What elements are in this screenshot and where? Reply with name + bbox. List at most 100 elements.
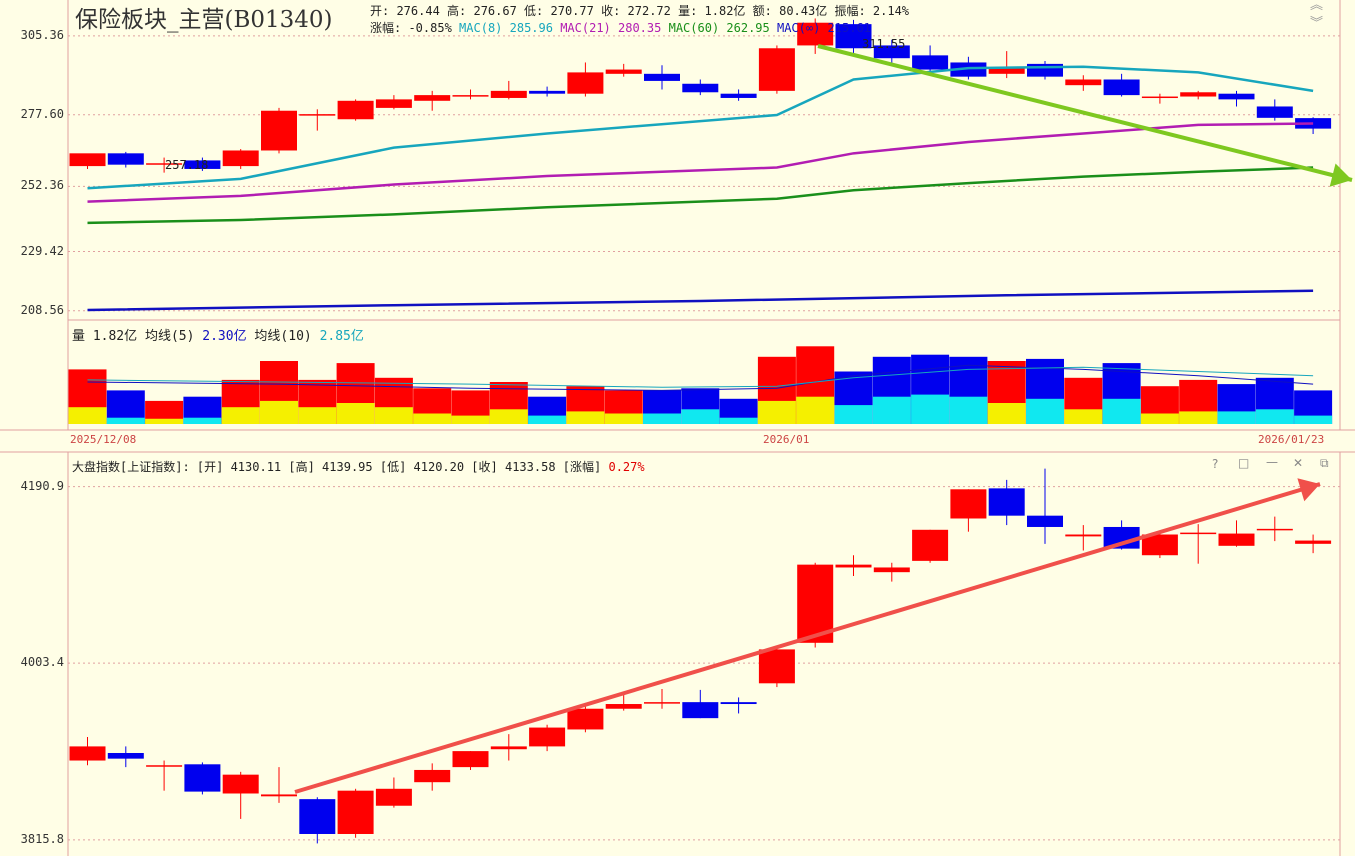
volume-bar-inner [1140,413,1179,424]
minimize-icon[interactable]: — [1266,455,1278,469]
index-candle-body [375,788,412,806]
sector-candle-body [490,90,527,98]
index-candle-body [1218,533,1255,546]
y-tick-label: 208.56 [20,302,64,317]
index-candle-body [644,702,680,704]
volume-bar-inner [566,411,605,424]
index-candle-body [337,790,374,834]
index-candle-body [222,774,259,794]
ma-line [87,289,1314,312]
ohlc-readout: 开: 276.44 高: 276.67 低: 270.77 收: 272.72 … [370,4,910,18]
sector-candle-body [1065,79,1102,86]
chart-title: 保险板块_主营(B01340) [75,7,333,33]
y-tick-label: 277.60 [20,106,64,121]
volume-bar-inner [604,413,643,424]
volume-bar-inner [681,409,720,424]
index-candle-body [1295,540,1332,544]
volume-ma10: 2.85亿 [319,329,364,344]
volume-bar-inner [1026,398,1064,424]
close-icon[interactable]: ✕ [1293,456,1304,470]
index-ohlc: 大盘指数[上证指数]: [开] 4130.11 [高] 4139.95 [低] … [72,460,602,474]
volume-bar-inner [260,400,298,424]
sector-candle-body [375,99,412,108]
uptrend-arrow-shaft [294,482,1321,794]
uptrend-arrow-head [1297,478,1320,502]
ma-readout: 涨幅: -0.85% MAC(8) 285.96 MAC(21) 280.35 … [370,19,871,36]
index-candle-body [1256,528,1293,531]
sector-candle-body [1103,79,1140,96]
sector-candle-body [107,153,144,165]
volume-bar-inner [757,400,796,424]
low-annotation: 257.18 [165,158,209,172]
y-tick-label: 3815.8 [20,831,64,846]
index-candle-body [299,799,336,834]
y-tick-label: 229.42 [20,243,64,258]
volume-bar-inner [1064,409,1103,424]
volume-bar-inner [1255,409,1294,424]
high-annotation: 311.55 [862,37,906,51]
index-candle-body [835,564,872,568]
volume-bar-inner [413,413,452,424]
sector-candle-body [950,62,987,77]
restore-icon[interactable]: □ [1238,456,1250,470]
volume-bar-inner [298,407,337,424]
volume-bar-inner [68,407,107,424]
sector-candle-body [758,48,795,91]
y-tick-label: 252.36 [20,178,64,193]
index-candle-body [720,702,757,705]
sector-candle-body [184,160,221,169]
volume-bar-inner [1217,411,1256,424]
volume-bar-inner [489,409,528,424]
sector-candle-body [222,150,259,167]
sector-candle-body [529,90,566,94]
index-candle-body [1065,534,1102,537]
volume-bar-inner [221,407,260,424]
volume-bar-inner [1179,411,1218,424]
volume-bar-inner [911,394,950,424]
volume-bar-inner [374,407,413,424]
volume-bar-inner [528,415,567,424]
index-candle-body [950,489,987,519]
sector-candle-body [1141,96,1178,99]
expand-icon[interactable]: ⧉ [1320,456,1329,470]
ma-line [87,122,1314,203]
volume-readout: 量 1.82亿 均线(5) 2.30亿 均线(10) 2.85亿 [72,325,364,344]
index-candle-body [797,564,834,643]
index-candle-body [452,751,489,768]
volume-bar-inner [643,413,681,424]
index-candle-body [261,794,297,797]
index-candle-body [605,704,642,709]
index-candle-body [1180,532,1217,535]
index-candle-body [107,752,144,759]
sector-candle-body [299,114,336,116]
volume-bar-inner [719,417,758,424]
index-readout: 大盘指数[上证指数]: [开] 4130.11 [高] 4139.95 [低] … [72,458,645,475]
index-candle-body [682,702,719,719]
downtrend-arrow-head [1329,163,1352,187]
volume-bar-inner [145,418,184,424]
index-candle-body [529,727,566,747]
sector-candle-body [1256,106,1293,118]
volume-bar-inner [796,396,835,424]
volume-bar-inner [106,417,145,424]
y-tick-label: 4003.4 [20,655,64,670]
sector-candle-body [69,153,106,167]
volume-ma10-label: 均线(10) [254,329,312,344]
volume-bar-inner [336,403,375,424]
help-icon[interactable]: ? [1212,457,1219,471]
sector-candle-body [261,110,297,151]
sector-candle-body [452,95,489,97]
index-candle-body [912,529,949,561]
volume-bar [145,400,184,424]
change-readout: 涨幅: -0.85% [370,21,452,35]
sector-candle-body [567,72,604,94]
collapse-down-icon[interactable]: ︾ [1310,16,1324,31]
index-candle-body [1027,515,1063,527]
collapse-up-icon[interactable]: ︽ [1310,0,1324,13]
sector-candle-body [720,93,757,98]
sector-candle-body [682,83,719,93]
sector-candle-body [797,22,834,46]
index-candle-body [414,769,451,783]
sector-candle-body [1180,92,1217,97]
